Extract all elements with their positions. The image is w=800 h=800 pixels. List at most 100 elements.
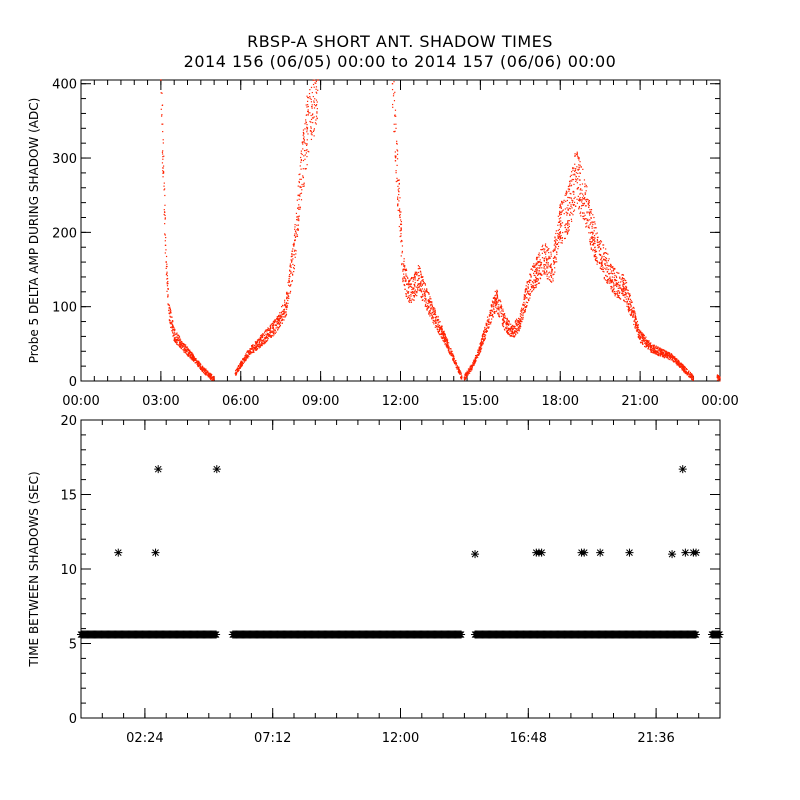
data-point xyxy=(414,277,416,279)
data-point xyxy=(304,158,306,160)
data-point xyxy=(312,113,314,115)
data-point xyxy=(544,252,546,254)
data-point xyxy=(534,279,536,281)
data-point xyxy=(259,346,261,348)
data-point xyxy=(453,361,456,363)
data-point xyxy=(595,251,597,253)
data-point xyxy=(716,377,718,379)
data-point xyxy=(408,296,410,298)
x-tick-label: 15:00 xyxy=(462,394,499,409)
data-point xyxy=(417,279,419,281)
data-point xyxy=(169,312,172,314)
data-point xyxy=(479,347,481,349)
data-point xyxy=(295,235,297,237)
data-point xyxy=(565,223,567,225)
data-point xyxy=(579,197,581,199)
data-point xyxy=(298,194,301,196)
data-point xyxy=(602,270,604,273)
data-point xyxy=(557,236,559,238)
data-point xyxy=(506,322,509,325)
data-point xyxy=(515,328,517,330)
data-point xyxy=(641,335,643,337)
data-point xyxy=(272,331,274,333)
data-point xyxy=(197,361,199,363)
data-point xyxy=(612,280,614,282)
data-point xyxy=(546,275,548,277)
data-point xyxy=(557,221,560,223)
data-point xyxy=(473,363,475,365)
data-point xyxy=(544,243,547,245)
data-point xyxy=(402,279,404,282)
data-point xyxy=(532,269,534,271)
data-point xyxy=(238,367,240,370)
data-point xyxy=(677,361,679,363)
data-point xyxy=(502,323,504,325)
data-point xyxy=(541,267,543,269)
data-point xyxy=(670,356,672,358)
data-point xyxy=(541,252,543,254)
data-point xyxy=(409,297,411,299)
data-point xyxy=(544,244,547,247)
data-point xyxy=(422,276,424,278)
data-point xyxy=(623,294,625,297)
data-point xyxy=(602,268,604,270)
data-point xyxy=(496,293,498,295)
data-point xyxy=(235,369,237,371)
data-point xyxy=(496,289,498,291)
data-point xyxy=(625,288,628,290)
data-point xyxy=(559,220,561,222)
data-point xyxy=(177,344,179,346)
data-point xyxy=(618,272,620,274)
data-point xyxy=(558,235,560,237)
data-point xyxy=(449,353,451,355)
data-point xyxy=(508,320,510,323)
data-point xyxy=(313,128,316,130)
data-point xyxy=(621,292,623,295)
data-point xyxy=(503,328,506,330)
data-point xyxy=(578,157,580,159)
data-point xyxy=(483,330,485,332)
data-point xyxy=(405,279,407,282)
data-point xyxy=(296,219,299,221)
data-point xyxy=(643,337,646,339)
data-point xyxy=(245,358,247,361)
data-point xyxy=(394,160,396,162)
data-point xyxy=(616,271,618,274)
data-point xyxy=(583,197,586,199)
data-point xyxy=(208,373,210,375)
data-point xyxy=(553,249,555,252)
data-point xyxy=(425,298,427,301)
data-point xyxy=(680,364,683,366)
data-point xyxy=(246,357,249,359)
data-point xyxy=(476,354,478,357)
data-point xyxy=(631,310,633,312)
data-point xyxy=(256,339,259,341)
data-point xyxy=(589,232,591,234)
data-point xyxy=(510,335,513,337)
data-point xyxy=(634,321,636,323)
data-point xyxy=(577,168,579,171)
data-point xyxy=(596,257,598,259)
data-point xyxy=(675,357,677,360)
data-point xyxy=(212,378,214,380)
data-point xyxy=(560,223,562,225)
data-point xyxy=(280,320,283,322)
data-point xyxy=(535,280,537,282)
data-point xyxy=(521,309,523,311)
data-point xyxy=(448,342,450,344)
data-point xyxy=(393,123,395,125)
data-point xyxy=(477,349,479,351)
data-point xyxy=(543,248,545,250)
data-point xyxy=(207,372,209,375)
data-point xyxy=(396,149,398,151)
data-point xyxy=(507,323,509,326)
data-point xyxy=(556,253,558,255)
data-point xyxy=(292,274,294,276)
data-point xyxy=(505,322,508,324)
data-point xyxy=(537,261,539,263)
data-point xyxy=(404,268,406,271)
data-point xyxy=(268,334,270,337)
data-point xyxy=(637,325,639,327)
data-point xyxy=(267,328,269,331)
data-point xyxy=(456,366,458,369)
